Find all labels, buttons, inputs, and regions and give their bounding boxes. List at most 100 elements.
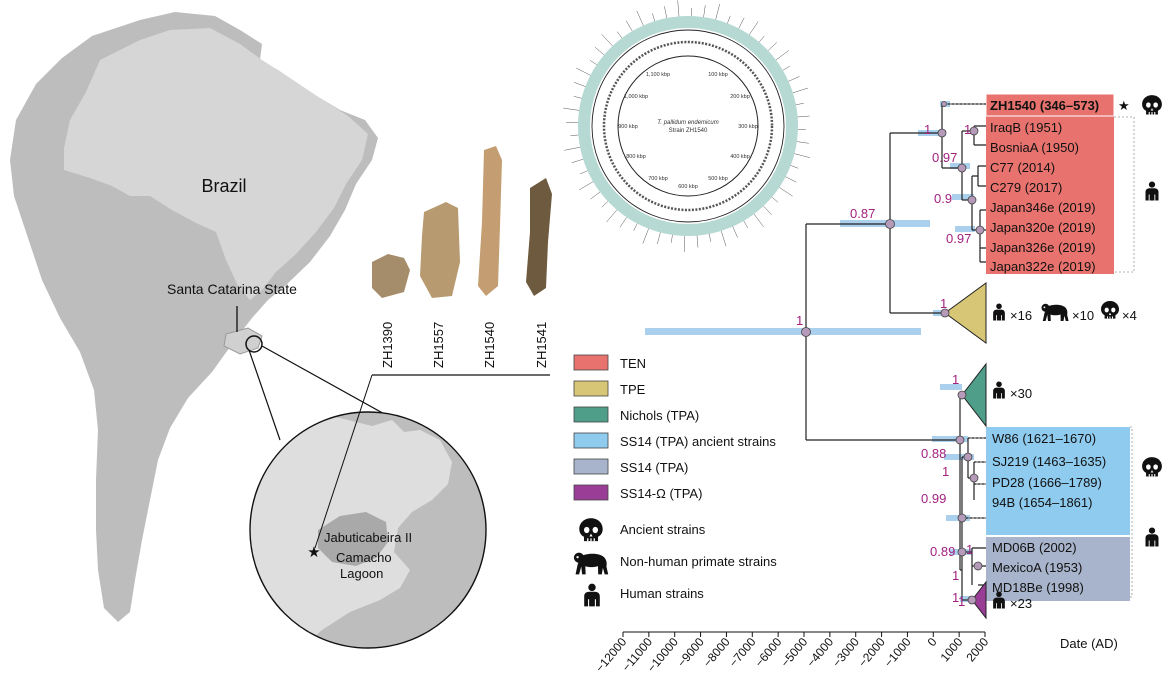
genome-feature-tick — [574, 82, 586, 87]
support-value: 1 — [952, 568, 959, 583]
lagoon-label-1: Camacho — [336, 550, 392, 565]
genome-feature-tick — [708, 233, 712, 242]
tip-label: IraqB (1951) — [990, 120, 1062, 135]
bone-zh1390 — [372, 254, 410, 298]
tip-label: 94B (1654–1861) — [992, 495, 1092, 510]
support-value: 0.88 — [921, 446, 946, 461]
bone-zh1557 — [420, 202, 460, 298]
genome-coverage-ring — [578, 16, 798, 236]
ss14-tip-labels: W86 (1621–1670) SJ219 (1463–1635) PD28 (… — [992, 431, 1106, 595]
tip-label: Japan322e (2019) — [990, 259, 1096, 274]
tip-star-icon: ★ — [1118, 98, 1130, 113]
genome-feature-tick — [657, 232, 661, 245]
genome-feature-tick — [563, 107, 580, 111]
legend-label: SS14 (TPA) ancient strains — [620, 434, 776, 449]
omega-human-count: ×23 — [1010, 596, 1032, 611]
support-value: 1 — [958, 594, 965, 609]
genome-feature-tick — [785, 176, 797, 183]
tip-label: ZH1540 (346–573) — [990, 98, 1099, 113]
genome-feature-tick — [720, 230, 727, 247]
tpe-ancient-count: ×4 — [1122, 308, 1137, 323]
tip-label: PD28 (1666–1789) — [992, 475, 1102, 490]
genome-outer-ring — [591, 29, 785, 223]
genome-kbp-label: 800 kbp — [626, 154, 646, 160]
genome-feature-tick — [775, 50, 789, 61]
tree-node — [963, 452, 973, 462]
genome-feature-tick — [790, 165, 799, 169]
axis-tick-label: −5000 — [778, 635, 811, 670]
genome-feature-tick — [763, 205, 772, 215]
axis-tick-label: −1000 — [881, 635, 914, 670]
tree-node — [885, 219, 895, 229]
ten-clade-box — [986, 94, 1114, 274]
tip-label: C77 (2014) — [990, 160, 1055, 175]
tree-node — [940, 308, 950, 318]
legend-ancient-label: Ancient strains — [620, 522, 706, 537]
skull-icon — [1142, 95, 1162, 115]
legend-swatch — [573, 406, 609, 423]
support-value: 0.97 — [946, 231, 971, 246]
genome-feature-tick — [794, 153, 810, 158]
bone-zh1540 — [478, 146, 502, 296]
hpd-bar — [940, 384, 962, 390]
genome-feature-tick — [677, 0, 680, 17]
santa-catarina-outline — [223, 327, 263, 355]
hpd-bar — [932, 436, 968, 442]
genome-feature-tick — [727, 15, 731, 24]
genome-feature-tick — [758, 35, 765, 43]
support-value: 1 — [952, 372, 959, 387]
legend-label: TEN — [620, 356, 646, 371]
genome-kbp-label: 1,100 kbp — [646, 72, 670, 78]
tree-node — [969, 126, 979, 136]
genome-kbp-label: 400 kbp — [730, 154, 750, 160]
genome-feature-tick — [683, 235, 685, 252]
tip-leader-lines — [946, 103, 986, 519]
genome-feature-tick — [797, 115, 810, 118]
genome-feature-tick — [743, 220, 749, 228]
tip-label: W86 (1621–1670) — [992, 431, 1096, 446]
support-value: 1 — [966, 542, 973, 557]
tree-node — [955, 435, 965, 445]
axis-tick-label: −8000 — [700, 635, 733, 670]
skull-icon — [1101, 301, 1119, 319]
genome-feature-tick — [664, 6, 668, 19]
legend-human-label: Human strains — [620, 586, 704, 601]
genome-kbp-label: 300 kbp — [738, 124, 758, 130]
legend-swatch — [573, 354, 609, 371]
legend-swatch — [573, 484, 609, 501]
genome-feature-tick — [782, 65, 790, 71]
site-locator-circle — [245, 335, 263, 353]
genome-center-subtitle: Strain ZH1540 — [669, 128, 708, 134]
tip-label: C279 (2017) — [990, 180, 1062, 195]
inset-border — [249, 411, 487, 649]
genome-feature-tick — [601, 34, 613, 47]
genome-feature-ticks — [563, 0, 810, 252]
genome-gc-ring — [602, 40, 774, 212]
legend-label: TPE — [620, 382, 646, 397]
ten-dashed-bracket — [1114, 116, 1135, 273]
hpd-bar — [952, 194, 974, 200]
human-icon — [584, 583, 600, 607]
support-value: 1 — [796, 313, 803, 328]
tree-node — [957, 163, 967, 173]
support-value: 0.89 — [930, 544, 955, 559]
genome-kbp-labels: 100 kbp 200 kbp 300 kbp 400 kbp 500 kbp 600 k… — [618, 72, 758, 190]
genome-feature-tick — [576, 67, 591, 76]
omega-collapsed-clade — [971, 580, 987, 620]
zoom-connector-left — [248, 349, 281, 441]
tip-label: SJ219 (1463–1635) — [992, 454, 1106, 469]
time-axis-label: Date (AD) — [1060, 636, 1118, 651]
time-axis-ticks: −12000−11000−10000−9000−8000−7000−6000−5… — [593, 632, 992, 675]
ten-zh1540-box — [985, 93, 1115, 117]
tree-node — [957, 390, 967, 400]
human-icon — [1145, 181, 1159, 201]
tip-label: Japan320e (2019) — [990, 220, 1096, 235]
genome-feature-tick — [696, 235, 699, 248]
axis-tick-label: 1000 — [938, 635, 966, 665]
axis-tick-label: −6000 — [752, 635, 785, 670]
genome-feature-tick — [579, 181, 594, 191]
genome-feature-tick — [703, 5, 706, 18]
inset-lagoon — [318, 512, 388, 566]
support-values: 1 0.87 1 1 0.97 0.9 0.97 1 1 0.88 1 0.99… — [796, 122, 973, 609]
